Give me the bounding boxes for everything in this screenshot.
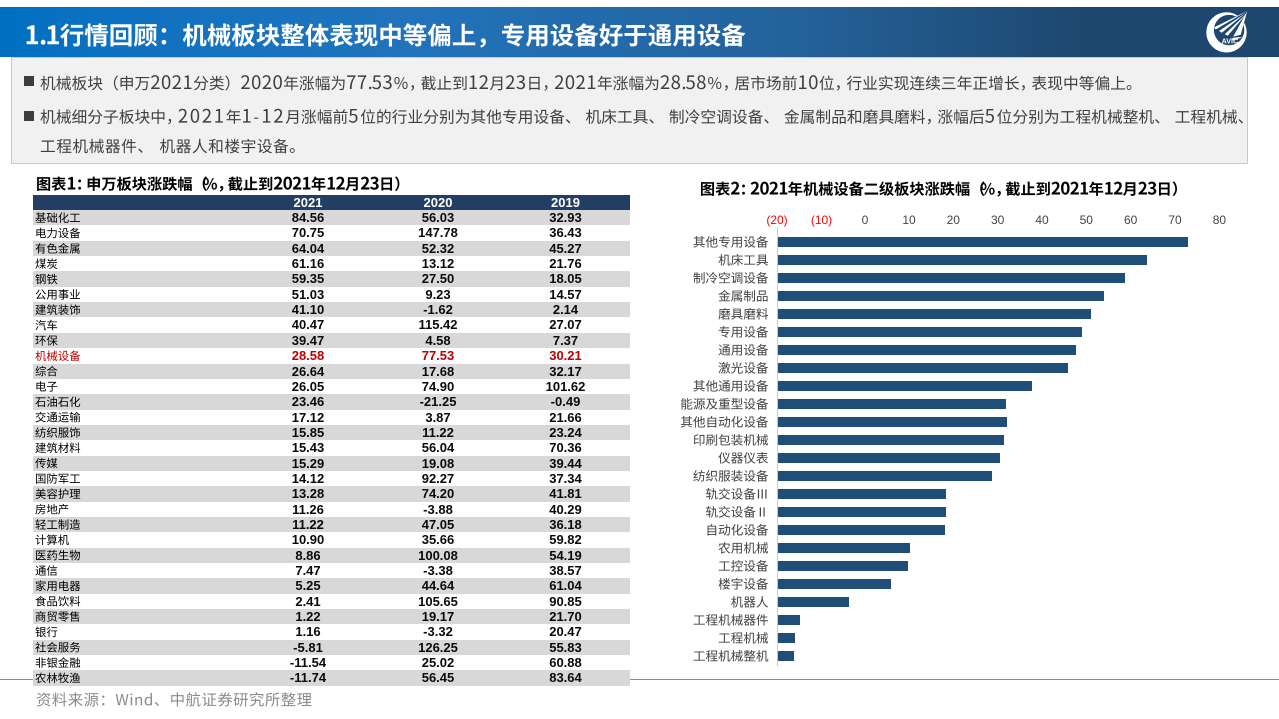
svg-text:AVIC: AVIC [1222,37,1239,46]
